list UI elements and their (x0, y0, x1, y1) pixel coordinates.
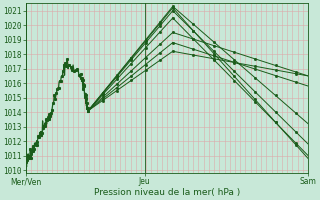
X-axis label: Pression niveau de la mer( hPa ): Pression niveau de la mer( hPa ) (94, 188, 240, 197)
